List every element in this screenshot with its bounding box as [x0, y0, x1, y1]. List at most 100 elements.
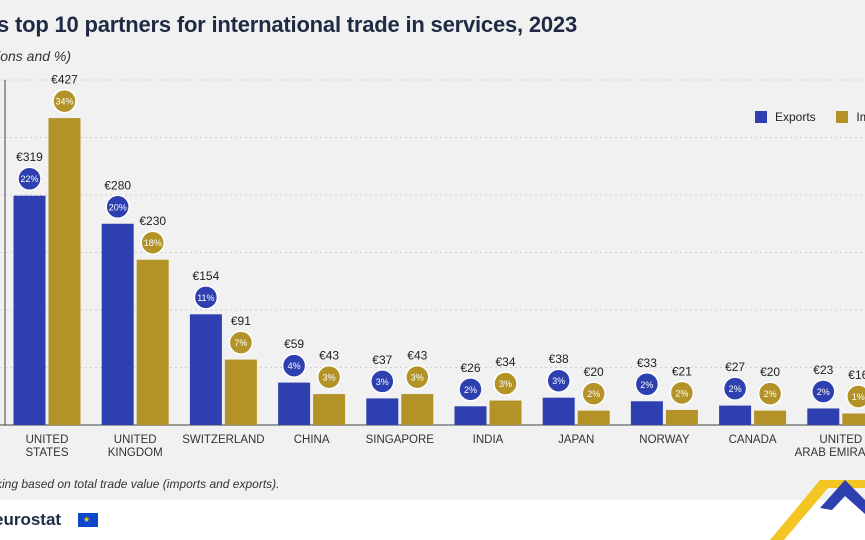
share-badge-exports [546, 368, 571, 393]
share-label-imports: 2% [675, 388, 688, 398]
share-label-exports: 3% [376, 377, 389, 387]
chart-subtitle: lions and %) [0, 48, 72, 64]
value-label-imports: €16 [848, 368, 865, 382]
eu-flag-icon: ★ [77, 512, 99, 528]
value-label-imports: €91 [231, 314, 251, 328]
value-label-imports: €43 [407, 349, 427, 363]
share-badge-exports [105, 194, 130, 219]
bar-exports [719, 405, 752, 425]
share-badge-exports [458, 377, 483, 402]
category-label: SINGAPORE [366, 434, 435, 446]
value-label-imports: €20 [584, 365, 604, 379]
bar-exports [278, 382, 311, 425]
legend: Exports Impo [755, 110, 865, 124]
bar-imports [754, 410, 787, 425]
bar-imports [577, 410, 610, 425]
share-label-imports: 1% [852, 392, 865, 402]
category-label: STATES [25, 447, 68, 459]
share-badge-exports [370, 369, 395, 394]
share-label-exports: 22% [20, 174, 38, 184]
value-label-exports: €319 [16, 150, 43, 164]
share-badge-exports [811, 379, 836, 404]
value-label-exports: €59 [284, 337, 304, 351]
share-badge-imports [316, 364, 342, 390]
share-label-exports: 2% [817, 387, 830, 397]
share-badge-imports [757, 381, 783, 406]
category-label: CHINA [294, 434, 330, 446]
share-badge-imports [669, 380, 695, 406]
value-label-imports: €43 [319, 349, 339, 363]
bar-imports [665, 409, 698, 425]
bar-exports [101, 223, 134, 425]
share-label-exports: 20% [109, 202, 127, 212]
share-badge-imports [493, 371, 518, 396]
footer-bar [0, 500, 865, 540]
bar-exports [807, 408, 840, 425]
value-label-exports: €37 [372, 353, 392, 367]
share-label-imports: 18% [144, 238, 162, 248]
share-label-imports: 7% [234, 338, 247, 348]
eurostat-logo: eurostat [0, 510, 62, 529]
share-badge-exports [634, 372, 660, 397]
category-label: KINGDOM [108, 447, 163, 459]
bar-imports [489, 400, 522, 425]
value-label-imports: €21 [672, 364, 692, 378]
category-label: NORWAY [639, 434, 690, 446]
share-badge-imports [228, 330, 254, 355]
share-badge-exports [722, 376, 748, 401]
value-label-exports: €26 [460, 361, 480, 375]
share-badge-imports [846, 384, 865, 409]
category-label: SWITZERLAND [182, 434, 264, 446]
corner-stripe-blue [820, 480, 865, 514]
footnote: king based on total trade value (imports… [0, 477, 280, 491]
value-label-exports: €27 [725, 360, 745, 374]
chart-title: 's top 10 partners for international tra… [0, 12, 578, 37]
value-label-exports: €38 [549, 352, 569, 366]
share-label-exports: 3% [552, 376, 565, 386]
legend-swatch-imports [836, 111, 849, 123]
bar-imports [842, 413, 865, 425]
bar-exports [13, 195, 46, 425]
bar-imports [48, 118, 81, 425]
bar-exports [542, 397, 575, 425]
bar-exports [366, 398, 399, 425]
category-label: INDIA [473, 434, 504, 446]
eurostat-corner-graphic [770, 480, 865, 540]
category-label: ARAB EMIRATES [795, 447, 865, 459]
share-label-exports: 2% [464, 385, 477, 395]
share-label-imports: 2% [587, 389, 600, 399]
share-badge-imports [52, 88, 77, 114]
share-label-exports: 4% [288, 361, 301, 371]
share-label-imports: 3% [411, 373, 424, 383]
share-badge-exports [17, 166, 42, 191]
bar-chart: 22%€31934%€427UNITEDSTATES20%€28018%€230… [0, 73, 865, 459]
category-label: JAPAN [558, 434, 594, 446]
corner-stripe-yellow [770, 480, 865, 540]
share-badge-imports [581, 381, 606, 406]
bar-imports [313, 394, 346, 425]
share-label-imports: 3% [323, 373, 336, 383]
share-label-imports: 2% [764, 389, 777, 399]
share-label-exports: 11% [197, 293, 214, 303]
value-label-exports: €280 [104, 178, 131, 192]
bar-imports [224, 359, 257, 425]
bar-imports [401, 394, 434, 425]
share-badge-imports [140, 230, 165, 255]
category-label: CANADA [729, 434, 777, 446]
share-label-exports: 2% [729, 384, 742, 394]
bar-exports [189, 314, 222, 425]
bar-imports [136, 259, 169, 425]
value-label-exports: €33 [637, 356, 657, 370]
share-label-exports: 2% [640, 380, 653, 390]
value-label-exports: €154 [193, 269, 220, 283]
value-label-exports: €23 [813, 363, 833, 377]
value-label-imports: €230 [139, 214, 166, 228]
legend-label-exports: Exports [775, 110, 816, 124]
bar-exports [630, 401, 663, 425]
share-badge-exports [281, 353, 307, 378]
share-badge-exports [193, 285, 219, 310]
category-label: UNITED [114, 434, 157, 446]
share-badge-imports [405, 364, 430, 390]
value-label-imports: €20 [760, 365, 780, 379]
category-label: UNITED [26, 434, 69, 446]
